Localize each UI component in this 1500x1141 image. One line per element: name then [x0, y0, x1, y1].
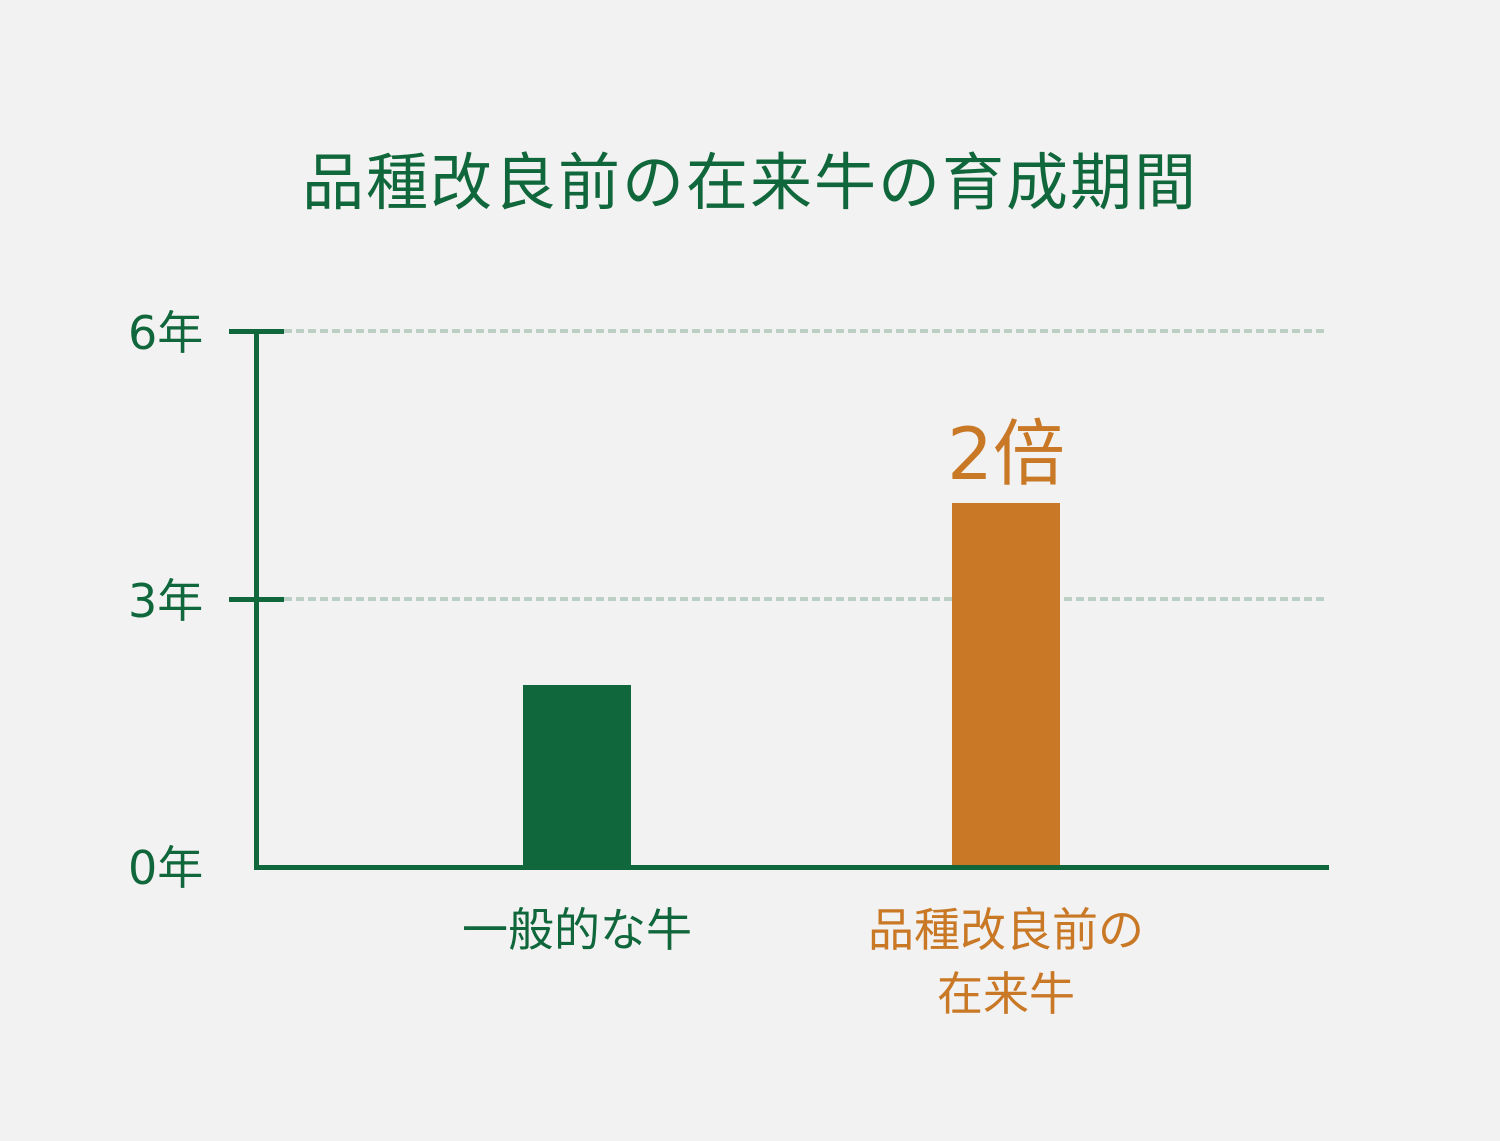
annotation-2x: 2倍: [947, 412, 1065, 496]
bar-general-cattle: [523, 685, 631, 867]
gridline-6: [284, 329, 1324, 333]
x-label-native-cattle: 品種改良前の 在来牛: [836, 898, 1176, 1026]
x-label-general-cattle: 一般的な牛: [427, 898, 727, 962]
x-label-line-1: 品種改良前の: [868, 903, 1144, 957]
bar-native-cattle: [952, 503, 1060, 867]
y-tick-label-0: 0年: [128, 841, 204, 895]
x-axis-line: [254, 865, 1329, 870]
y-tick-label-3: 3年: [128, 574, 204, 628]
x-label-line-2: 在来牛: [937, 967, 1075, 1021]
x-label-line: 一般的な牛: [462, 903, 692, 957]
y-tick-label-6: 6年: [128, 306, 204, 360]
y-axis-line: [254, 331, 259, 870]
gridline-3: [284, 597, 1324, 601]
chart-title: 品種改良前の在来牛の育成期間: [301, 146, 1198, 219]
